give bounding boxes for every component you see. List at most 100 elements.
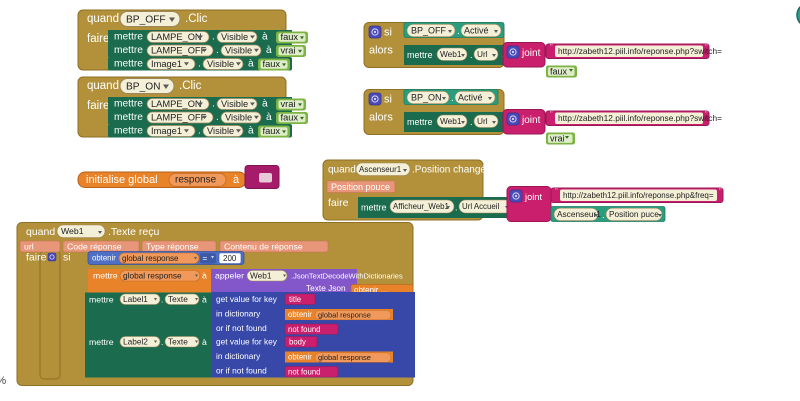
svg-text:à: à	[202, 295, 207, 305]
svg-text:Texte Json: Texte Json	[306, 283, 346, 293]
svg-text:BP_OFF: BP_OFF	[126, 15, 166, 26]
svg-text:Label2: Label2	[123, 337, 148, 347]
svg-text:global response: global response	[122, 254, 179, 263]
svg-text:à: à	[262, 31, 268, 42]
svg-text:": "	[550, 42, 553, 51]
svg-text:.Clic: .Clic	[179, 80, 202, 92]
svg-text:si: si	[384, 94, 392, 106]
svg-text:body: body	[289, 338, 306, 347]
svg-text:LAMPE_ON: LAMPE_ON	[151, 32, 202, 42]
svg-text:à: à	[233, 174, 240, 186]
svg-text:Position pouce: Position pouce	[331, 182, 390, 192]
svg-text:LAMPE_ON: LAMPE_ON	[151, 99, 202, 109]
svg-text:Url: Url	[477, 49, 488, 59]
svg-text:Activé: Activé	[464, 26, 489, 36]
svg-text:.: .	[198, 58, 201, 69]
svg-text:si: si	[384, 27, 392, 39]
svg-text:.Clic: .Clic	[185, 13, 208, 25]
svg-text:à: à	[248, 125, 254, 136]
svg-text:joint: joint	[521, 48, 541, 59]
svg-text:Position puce: Position puce	[609, 209, 659, 219]
svg-text:global response: global response	[318, 311, 371, 320]
svg-text:.: .	[212, 31, 215, 42]
svg-text:Visible: Visible	[221, 99, 248, 109]
svg-text:mettre: mettre	[93, 271, 118, 281]
svg-text:à: à	[202, 271, 207, 281]
svg-text:Activé: Activé	[458, 93, 483, 103]
svg-text:BP_OFF: BP_OFF	[411, 26, 447, 36]
svg-text:Visible: Visible	[225, 45, 252, 55]
svg-text:vrai: vrai	[281, 99, 296, 109]
svg-text:response: response	[175, 174, 217, 185]
svg-text:.JsonTextDecodeWithDictionarie: .JsonTextDecodeWithDictionaries	[291, 272, 403, 281]
svg-text:.Texte reçu: .Texte reçu	[108, 226, 160, 238]
svg-text:faux: faux	[263, 59, 281, 69]
svg-text:.: .	[455, 202, 458, 212]
svg-text:Web1: Web1	[250, 271, 272, 281]
svg-text:.: .	[216, 45, 219, 56]
svg-text:200: 200	[223, 254, 237, 263]
svg-text:=: =	[203, 254, 208, 263]
svg-text:mettre: mettre	[89, 337, 114, 347]
svg-text:http://zabeth12.piil.info/repo: http://zabeth12.piil.info/reponse.php?sw…	[558, 46, 722, 56]
svg-text:not found: not found	[288, 325, 321, 334]
svg-text:": "	[550, 109, 553, 118]
svg-text:appeler: appeler	[215, 271, 244, 281]
svg-text:Web1: Web1	[61, 226, 84, 236]
svg-text:mettre: mettre	[361, 202, 387, 212]
svg-text:quand: quand	[328, 165, 356, 176]
svg-text:.: .	[470, 50, 473, 60]
svg-text:LAMPE_OFF: LAMPE_OFF	[151, 45, 207, 55]
svg-text:mettre: mettre	[114, 45, 143, 56]
svg-text:global response: global response	[123, 271, 182, 281]
svg-text:faire: faire	[87, 33, 109, 45]
svg-text:Image1: Image1	[151, 59, 182, 69]
svg-text:faux: faux	[263, 126, 281, 136]
svg-text:http://zabeth12.piil.info/repo: http://zabeth12.piil.info/reponse.php&fr…	[563, 191, 714, 200]
svg-text:à: à	[248, 58, 254, 69]
svg-text:mettre: mettre	[114, 98, 143, 109]
svg-text:Contenu de réponse: Contenu de réponse	[224, 241, 303, 251]
svg-text:or if not found: or if not found	[216, 366, 267, 376]
svg-text:Image1: Image1	[151, 126, 182, 136]
svg-text:mettre: mettre	[114, 125, 143, 136]
svg-text:LAMPE_OFF: LAMPE_OFF	[151, 112, 207, 122]
svg-text:faire: faire	[87, 100, 109, 112]
svg-text:.: .	[161, 337, 163, 347]
svg-text:.: .	[602, 210, 605, 220]
svg-text:get value for key: get value for key	[216, 294, 278, 304]
svg-text:obtenir: obtenir	[288, 310, 312, 319]
svg-text:global response: global response	[318, 353, 371, 362]
svg-text:.: .	[161, 295, 163, 305]
svg-text:Label1: Label1	[123, 294, 148, 304]
svg-text:mettre: mettre	[89, 295, 114, 305]
svg-text:initialise global: initialise global	[86, 174, 158, 186]
svg-text:": "	[705, 109, 708, 118]
svg-text:.: .	[216, 112, 219, 123]
svg-text:à: à	[266, 45, 272, 56]
svg-text:http://zabeth12.piil.info/repo: http://zabeth12.piil.info/reponse.php?sw…	[558, 113, 722, 123]
svg-text:get value for key: get value for key	[216, 337, 278, 347]
svg-text:faire: faire	[328, 197, 349, 209]
svg-text:BP_ON: BP_ON	[126, 82, 161, 93]
svg-text:Visible: Visible	[221, 32, 248, 42]
svg-text:url: url	[24, 241, 34, 251]
svg-text:in dictionary: in dictionary	[216, 351, 261, 361]
svg-text:Afficheur_Web1: Afficheur_Web1	[393, 202, 449, 211]
svg-text:si: si	[63, 252, 71, 264]
svg-text:Code réponse: Code réponse	[67, 241, 122, 251]
svg-text:in dictionary: in dictionary	[216, 309, 261, 319]
svg-text:alors: alors	[369, 112, 393, 124]
svg-text:Type réponse: Type réponse	[146, 241, 199, 251]
svg-text:Web1: Web1	[440, 49, 462, 59]
svg-text:alors: alors	[369, 45, 393, 57]
svg-text:faux: faux	[550, 66, 568, 76]
svg-text:joint: joint	[524, 192, 542, 202]
svg-text:Ascenseur1: Ascenseur1	[359, 165, 402, 174]
svg-text:": "	[705, 42, 708, 51]
svg-text:à: à	[266, 112, 272, 123]
svg-text:obtenir: obtenir	[288, 353, 312, 362]
svg-text:mettre: mettre	[114, 58, 143, 69]
svg-text:Texte: Texte	[168, 337, 188, 347]
svg-text:faux: faux	[281, 113, 299, 123]
